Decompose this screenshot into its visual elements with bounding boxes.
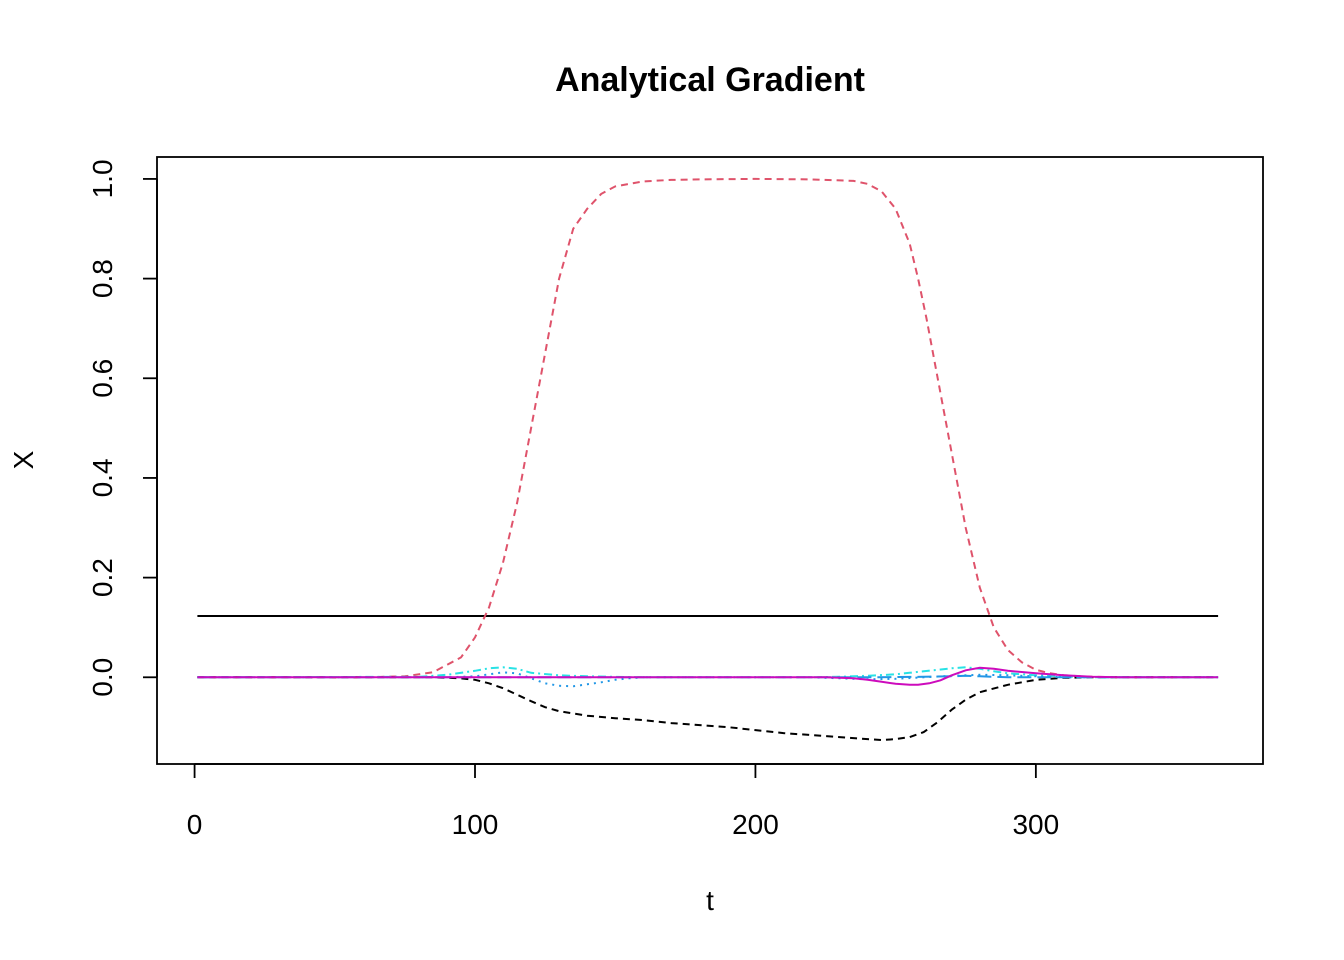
series-line-2 (197, 177, 1219, 679)
series-line-3 (197, 676, 1219, 742)
x-tick-label: 300 (1012, 809, 1059, 840)
y-tick-label: 0.4 (87, 458, 118, 497)
series-group (197, 177, 1219, 742)
x-tick-label: 0 (187, 809, 203, 840)
series-line-6 (197, 674, 1219, 679)
x-axis: 0 100 200 300 (187, 763, 1059, 840)
y-tick-label: 0.8 (87, 259, 118, 298)
chart-title: Analytical Gradient (555, 61, 865, 99)
x-tick-label: 200 (732, 809, 779, 840)
x-tick-label: 100 (452, 809, 499, 840)
y-axis: 0.0 0.2 0.4 0.6 0.8 1.0 (87, 159, 158, 697)
y-axis-label: X (8, 450, 39, 469)
x-axis-label: t (706, 885, 714, 916)
plot-frame (156, 156, 1264, 765)
y-tick-label: 1.0 (87, 159, 118, 198)
y-tick-label: 0.0 (87, 658, 118, 697)
series-line-7 (197, 666, 1219, 686)
y-tick-label: 0.2 (87, 558, 118, 597)
y-tick-label: 0.6 (87, 359, 118, 398)
